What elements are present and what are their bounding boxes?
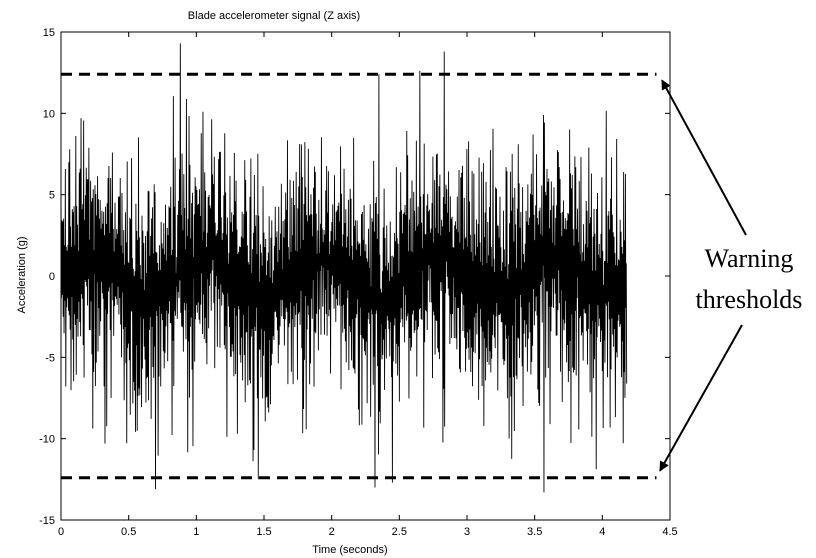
y-tick-label: -15	[39, 515, 55, 527]
x-tick-label: 2	[329, 526, 335, 538]
x-tick-label: 0.5	[121, 526, 136, 538]
y-tick-label: 5	[49, 190, 55, 202]
x-axis-ticks: 0 0.5 1 1.5 2 2.5 3 3.5 4 4.5	[58, 32, 678, 538]
x-tick-label: 4.5	[662, 526, 677, 538]
warning-annotation: Warning thresholds	[659, 79, 803, 472]
y-tick-label: -5	[45, 352, 55, 364]
y-tick-label: 10	[43, 108, 55, 120]
x-tick-label: 1	[193, 526, 199, 538]
x-tick-label: 3.5	[527, 526, 542, 538]
y-axis-ticks: -15 -10 -5 0 5 10 15	[39, 27, 670, 527]
x-tick-label: 1.5	[256, 526, 271, 538]
y-axis-label: Acceleration (g)	[16, 236, 28, 313]
signal-line	[60, 43, 628, 493]
annotation-text-line-1: Warning	[705, 244, 794, 273]
y-tick-label: 0	[49, 271, 55, 283]
signal-series	[60, 43, 628, 493]
x-axis-label: Time (seconds)	[312, 544, 387, 556]
y-tick-label: -10	[39, 434, 55, 446]
x-tick-label: 2.5	[392, 526, 407, 538]
chart-title: Blade accelerometer signal (Z axis)	[188, 10, 360, 22]
annotation-arrow-lower	[659, 324, 743, 472]
y-tick-label: 15	[43, 27, 55, 39]
threshold-lines	[61, 72, 657, 480]
annotation-arrow-upper	[661, 79, 747, 236]
x-tick-label: 0	[58, 526, 64, 538]
plot-area: -15 -10 -5 0 5 10 15 0 0.5 1 1.5 2 2.5 3 3.5 4 4.5	[39, 27, 678, 538]
x-tick-label: 3	[464, 526, 470, 538]
x-tick-label: 4	[599, 526, 605, 538]
annotation-text-line-2: thresholds	[696, 285, 803, 314]
